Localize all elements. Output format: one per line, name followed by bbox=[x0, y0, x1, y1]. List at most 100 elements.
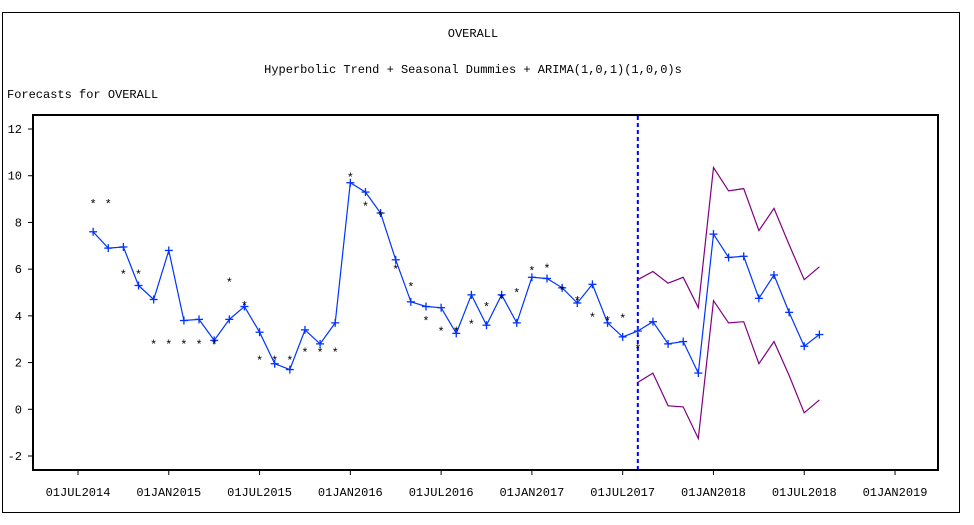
actual-point: * bbox=[271, 355, 278, 369]
forecast-point bbox=[164, 246, 173, 255]
y-axis: -2 0 2 4 6 8 10 12 bbox=[8, 123, 33, 464]
actual-point: * bbox=[589, 312, 596, 326]
x-tick-label: 01JAN2015 bbox=[136, 486, 201, 500]
forecast-point bbox=[709, 230, 718, 239]
actual-point: * bbox=[90, 198, 97, 212]
forecast-point bbox=[588, 280, 597, 289]
forecast-point bbox=[406, 297, 415, 306]
forecast-point bbox=[754, 294, 763, 303]
actual-point: * bbox=[543, 262, 550, 276]
actual-point: * bbox=[211, 338, 218, 352]
chart-marks: * * * * * * * * * * * * * * * * * * * * * * * * * * * * * * * * * * * * * bbox=[89, 116, 824, 469]
actual-point: * bbox=[105, 198, 112, 212]
actual-point: * bbox=[528, 265, 535, 279]
forecast-point bbox=[104, 244, 113, 253]
forecast-point bbox=[800, 342, 809, 351]
forecast-point bbox=[512, 318, 521, 327]
actual-point: * bbox=[574, 295, 581, 309]
x-tick-label: 01JUL2016 bbox=[409, 486, 474, 500]
forecast-point bbox=[119, 242, 128, 251]
actual-point: * bbox=[347, 171, 354, 185]
x-tick-label: 01JAN2019 bbox=[863, 486, 928, 500]
y-axis-label: Forecasts for OVERALL bbox=[7, 88, 158, 102]
forecast-point bbox=[225, 315, 234, 324]
forecast-point bbox=[255, 328, 264, 337]
actual-point: * bbox=[513, 287, 520, 301]
forecast-point bbox=[724, 253, 733, 262]
actual-point: * bbox=[301, 347, 308, 361]
forecast-point bbox=[467, 290, 476, 299]
actual-point: * bbox=[180, 338, 187, 352]
forecast-point bbox=[679, 337, 688, 346]
forecast-point bbox=[134, 281, 143, 290]
actual-point: * bbox=[226, 276, 233, 290]
actual-point: * bbox=[316, 347, 323, 361]
forecast-point bbox=[482, 321, 491, 330]
forecast-point bbox=[573, 299, 582, 308]
x-tick-label: 01JUL2014 bbox=[46, 486, 111, 500]
x-tick-label: 01JAN2017 bbox=[499, 486, 564, 500]
forecast-point bbox=[633, 327, 642, 336]
y-tick-label: 0 bbox=[15, 403, 22, 417]
forecast-point bbox=[437, 303, 446, 312]
actual-point: * bbox=[559, 285, 566, 299]
forecast-point bbox=[452, 329, 461, 338]
actual-point: * bbox=[256, 355, 263, 369]
forecast-point bbox=[346, 178, 355, 187]
y-tick-label: 2 bbox=[15, 357, 22, 371]
forecast-point bbox=[648, 317, 657, 326]
forecast-point bbox=[149, 295, 158, 304]
actual-point: * bbox=[120, 268, 127, 282]
actual-point: * bbox=[619, 313, 626, 327]
forecast-point bbox=[421, 302, 430, 311]
forecast-point bbox=[391, 255, 400, 264]
actual-point: * bbox=[241, 300, 248, 314]
x-tick-label: 01JAN2018 bbox=[681, 486, 746, 500]
actual-point: * bbox=[195, 338, 202, 352]
y-tick-label: 4 bbox=[15, 310, 22, 324]
forecast-point bbox=[179, 316, 188, 325]
forecast-point bbox=[89, 227, 98, 236]
actual-point: * bbox=[483, 301, 490, 315]
y-tick-label: 6 bbox=[15, 263, 22, 277]
actual-point: * bbox=[634, 343, 641, 357]
forecast-point bbox=[739, 252, 748, 261]
upper-ci-line bbox=[637, 165, 820, 310]
forecast-point bbox=[785, 308, 794, 317]
actual-point: * bbox=[438, 326, 445, 340]
actual-point: * bbox=[286, 355, 293, 369]
y-tick-label: 12 bbox=[8, 123, 22, 137]
forecast-point bbox=[815, 330, 824, 339]
chart-subtitle: Hyperbolic Trend + Seasonal Dummies + AR… bbox=[264, 63, 682, 77]
forecast-point bbox=[240, 302, 249, 311]
forecast-point bbox=[664, 339, 673, 348]
actual-point: * bbox=[150, 338, 157, 352]
actual-point: * bbox=[332, 347, 339, 361]
forecast-point bbox=[331, 318, 340, 327]
actual-point: * bbox=[468, 319, 475, 333]
y-tick-label: 10 bbox=[8, 170, 22, 184]
actual-point: * bbox=[604, 315, 611, 329]
forecast-point bbox=[527, 273, 536, 282]
actual-point: * bbox=[135, 268, 142, 282]
forecast-point bbox=[603, 318, 612, 327]
actual-point: * bbox=[362, 201, 369, 215]
forecast-point bbox=[300, 325, 309, 334]
forecast-point bbox=[285, 365, 294, 374]
forecast-point bbox=[618, 332, 627, 341]
lower-ci-line bbox=[637, 299, 820, 441]
forecast-point bbox=[543, 274, 552, 283]
forecast-point bbox=[769, 270, 778, 279]
y-tick-label: -2 bbox=[8, 450, 22, 464]
x-tick-label: 01JUL2015 bbox=[227, 486, 292, 500]
actual-point: * bbox=[165, 338, 172, 352]
forecast-point bbox=[497, 290, 506, 299]
window-frame bbox=[2, 12, 960, 513]
forecast-point bbox=[558, 283, 567, 292]
plot-area bbox=[32, 114, 939, 471]
actual-point: * bbox=[407, 281, 414, 295]
x-axis: 01JUL2014 01JAN2015 01JUL2015 01JAN2016 01JU… bbox=[46, 470, 928, 500]
chart-title: OVERALL bbox=[448, 27, 498, 41]
actual-point: * bbox=[498, 293, 505, 307]
